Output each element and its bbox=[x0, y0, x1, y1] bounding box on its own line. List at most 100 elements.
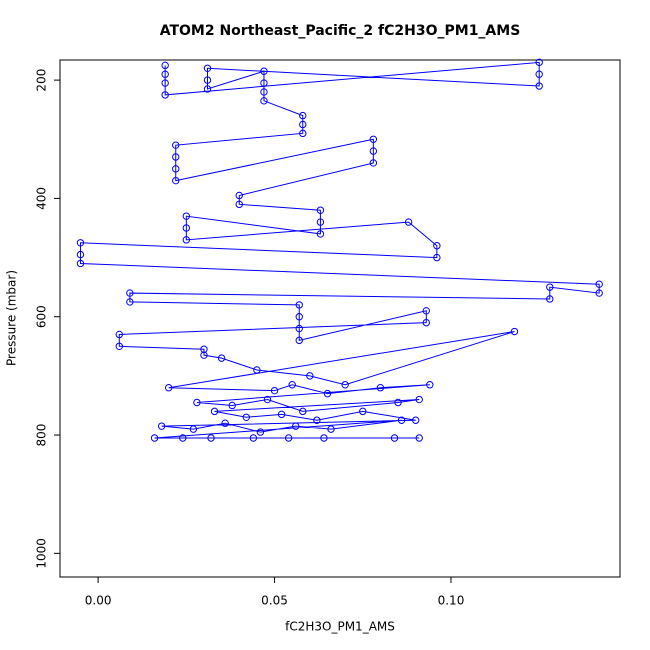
data-point bbox=[404, 218, 413, 226]
data-point bbox=[299, 111, 307, 120]
x-tick-label: 0.05 bbox=[261, 594, 288, 608]
data-point bbox=[288, 381, 296, 389]
data-point bbox=[203, 76, 212, 84]
data-point bbox=[313, 416, 321, 424]
data-point bbox=[203, 85, 212, 93]
data-point bbox=[172, 165, 180, 173]
data-point bbox=[426, 381, 434, 389]
chart-title: ATOM2 Northeast_Pacific_2 fC2H3O_PM1_AMS bbox=[160, 23, 521, 39]
data-point bbox=[295, 324, 303, 333]
y-tick-label: 800 bbox=[35, 424, 49, 447]
data-point bbox=[295, 336, 303, 345]
data-point bbox=[546, 295, 554, 303]
data-point bbox=[316, 206, 325, 214]
data-point bbox=[415, 434, 423, 442]
data-point bbox=[242, 413, 251, 421]
data-point bbox=[299, 120, 307, 129]
y-tick-label: 600 bbox=[35, 305, 49, 328]
data-point bbox=[126, 289, 134, 297]
data-point bbox=[200, 351, 208, 359]
data-point bbox=[249, 434, 258, 442]
data-point bbox=[221, 419, 229, 427]
data-point bbox=[320, 434, 328, 442]
plot-frame bbox=[59, 59, 621, 578]
data-point bbox=[203, 64, 212, 72]
data-point bbox=[299, 407, 307, 416]
data-point bbox=[323, 389, 332, 398]
data-point bbox=[126, 298, 134, 306]
data-point bbox=[341, 381, 349, 389]
x-axis-label: fC2H3O_PM1_AMS bbox=[285, 620, 395, 634]
data-point bbox=[179, 434, 187, 442]
data-point bbox=[535, 70, 543, 78]
data-point bbox=[256, 428, 265, 436]
data-point bbox=[76, 239, 85, 247]
data-point bbox=[277, 410, 286, 419]
data-point bbox=[76, 250, 85, 259]
data-point bbox=[595, 280, 603, 288]
data-point bbox=[161, 70, 169, 78]
data-point bbox=[161, 61, 169, 70]
data-point bbox=[394, 398, 402, 407]
data-point bbox=[182, 212, 191, 220]
y-tick-label: 200 bbox=[35, 69, 49, 92]
data-point bbox=[260, 97, 268, 105]
data-point bbox=[235, 200, 243, 209]
data-point bbox=[422, 318, 430, 327]
data-point bbox=[299, 129, 307, 138]
data-point bbox=[390, 434, 399, 442]
data-point bbox=[510, 327, 519, 336]
data-point bbox=[161, 79, 169, 87]
data-point bbox=[172, 176, 180, 185]
data-point bbox=[210, 407, 219, 416]
data-point bbox=[172, 153, 180, 161]
data-point bbox=[415, 395, 423, 404]
data-point bbox=[316, 230, 325, 238]
data-point bbox=[193, 398, 201, 407]
data-point bbox=[546, 283, 554, 291]
data-point bbox=[359, 407, 367, 416]
data-point bbox=[270, 386, 279, 395]
data-point bbox=[172, 141, 180, 149]
data-point bbox=[260, 88, 268, 96]
data-point bbox=[369, 159, 378, 167]
data-point bbox=[376, 384, 385, 392]
data-point bbox=[115, 330, 123, 339]
data-point bbox=[411, 416, 420, 424]
data-point bbox=[284, 434, 293, 442]
data-point bbox=[369, 147, 378, 155]
x-tick-label: 0.00 bbox=[85, 594, 112, 608]
data-point bbox=[595, 289, 603, 297]
data-point bbox=[260, 79, 268, 87]
y-tick-label: 1000 bbox=[35, 538, 49, 569]
data-point bbox=[369, 135, 378, 143]
data-point bbox=[207, 434, 215, 442]
data-point bbox=[182, 236, 191, 244]
data-point bbox=[157, 422, 166, 430]
data-point bbox=[433, 242, 441, 250]
x-tick-label: 0.10 bbox=[438, 594, 465, 608]
data-point bbox=[306, 372, 314, 380]
data-point bbox=[316, 218, 325, 226]
data-point bbox=[263, 395, 272, 404]
data-point bbox=[217, 354, 226, 362]
data-point bbox=[433, 253, 441, 262]
data-point bbox=[295, 313, 303, 321]
data-point bbox=[76, 259, 85, 268]
data-point bbox=[228, 401, 236, 410]
data-point bbox=[182, 224, 191, 232]
data-point bbox=[253, 366, 261, 374]
data-point bbox=[235, 191, 243, 200]
data-point bbox=[295, 301, 303, 309]
data-point bbox=[535, 82, 543, 90]
data-point bbox=[292, 422, 300, 430]
data-point bbox=[161, 91, 169, 99]
data-line bbox=[79, 61, 600, 439]
data-point bbox=[150, 434, 159, 442]
data-point bbox=[397, 416, 406, 424]
data-point bbox=[535, 58, 543, 67]
data-point bbox=[189, 425, 198, 433]
data-point bbox=[115, 342, 123, 351]
data-point bbox=[260, 67, 268, 75]
